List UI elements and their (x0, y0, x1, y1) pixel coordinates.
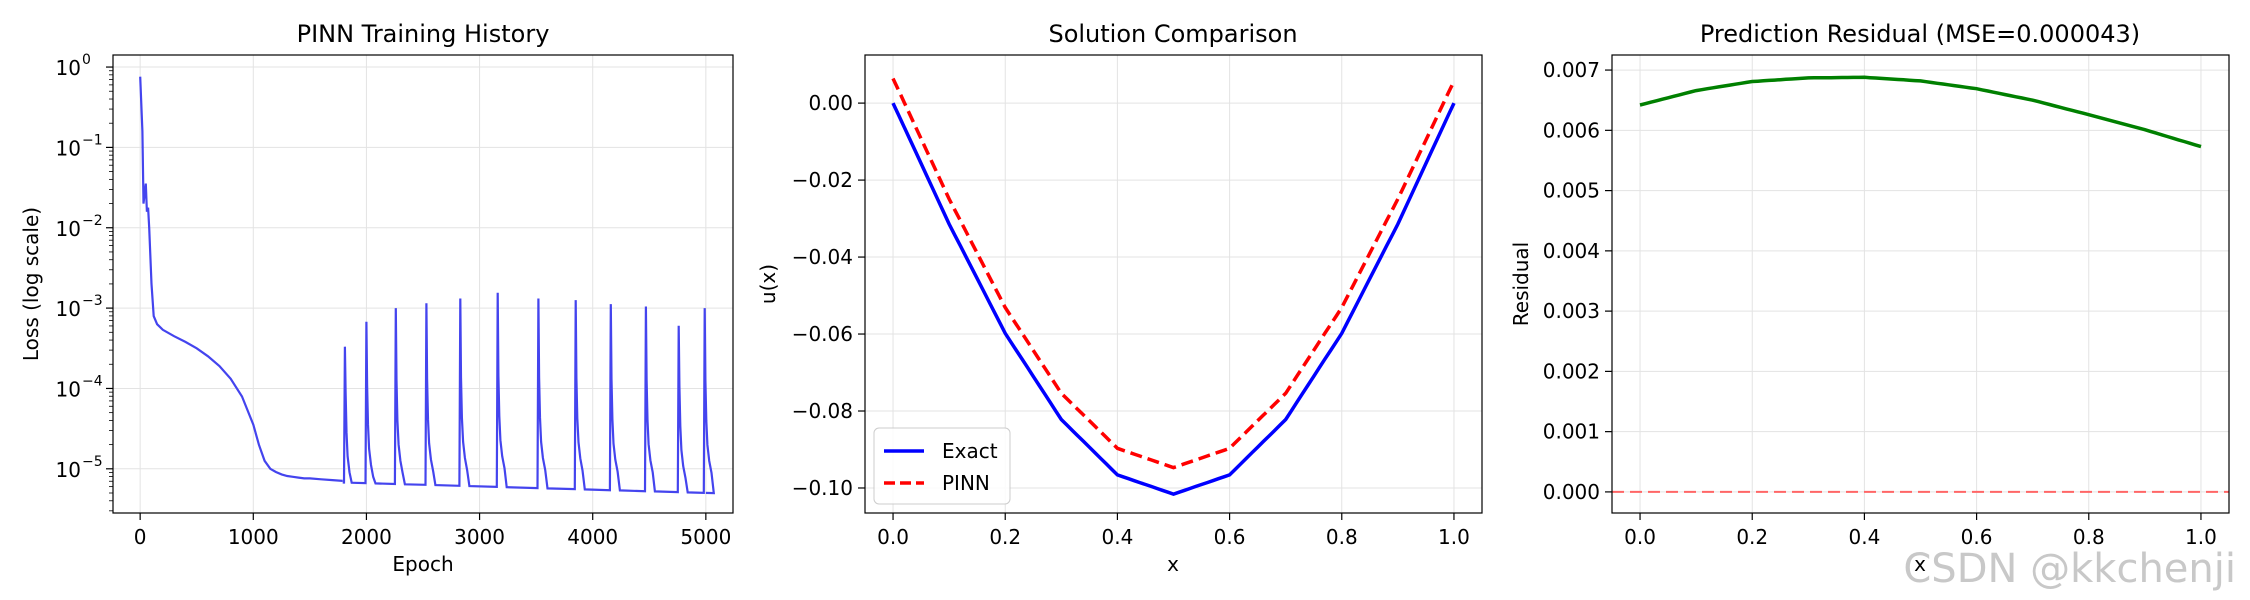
y-axis-label: Loss (log scale) (19, 207, 43, 361)
x-tick-label: 0.8 (1326, 525, 1358, 549)
x-tick-label: 0.2 (1736, 525, 1768, 549)
x-axis-label: x (1914, 552, 1926, 576)
panel-prediction-residual: 0.0 0.2 0.4 0.6 0.8 1.0 0.000 0.001 0.002 0.003 0… (1509, 20, 2230, 576)
y-tick-label: 0.001 (1543, 420, 1600, 444)
y-tick-label: 0.00 (808, 91, 853, 115)
y-tick-label: 10 (56, 377, 81, 401)
y-tick-exponent: −3 (82, 293, 103, 309)
plot-frame (864, 54, 1483, 514)
y-tick-label: −0.08 (792, 399, 853, 423)
x-tick-label: 4000 (567, 525, 618, 549)
y-tick-label: 0.006 (1543, 118, 1600, 142)
y-tick-label: −0.06 (792, 322, 853, 346)
legend-label-pinn: PINN (942, 471, 990, 495)
chart-title: Solution Comparison (1048, 20, 1297, 48)
x-tick-label: 1.0 (2185, 525, 2217, 549)
y-axis-label: Residual (1509, 242, 1533, 326)
x-axis-label: x (1167, 552, 1179, 576)
watermark: CSDN @kkchenji (1903, 546, 2236, 592)
residual-curve (1639, 75, 2202, 149)
y-tick-label: −0.02 (792, 168, 853, 192)
x-tick-label: 0.4 (1102, 525, 1134, 549)
y-tick-label: 0.003 (1543, 299, 1600, 323)
y-tick-label: 0.004 (1543, 239, 1600, 263)
y-tick-label: 0.002 (1543, 359, 1600, 383)
x-axis-label: Epoch (392, 552, 453, 576)
loss-curve (139, 76, 343, 482)
series-pinn (891, 77, 1456, 470)
x-tick-label: 1000 (228, 525, 279, 549)
x-tick-label: 0.6 (1961, 525, 1993, 549)
y-tick-label: 0.007 (1543, 58, 1600, 82)
chart-title: PINN Training History (297, 20, 550, 48)
series-exact (891, 102, 1456, 496)
x-tick-label: 0.0 (1624, 525, 1656, 549)
legend: Exact PINN (873, 427, 1011, 505)
y-tick-label: 10 (56, 297, 81, 321)
legend-label-exact: Exact (942, 439, 998, 463)
y-tick-label: −0.10 (792, 476, 853, 500)
x-tick-label: 0.0 (877, 525, 909, 549)
x-tick-label: 0.4 (1849, 525, 1881, 549)
y-tick-label: 0.005 (1543, 179, 1600, 203)
x-tick-label: 0.2 (989, 525, 1021, 549)
legend-box (873, 427, 1011, 505)
y-tick-exponent: −2 (82, 213, 103, 229)
x-tick-label: 3000 (454, 525, 505, 549)
y-tick-exponent: −5 (82, 454, 103, 470)
y-tick-exponent: −4 (82, 373, 103, 389)
y-tick-label: 10 (56, 56, 81, 80)
plot-frame (1611, 54, 2230, 514)
chart-title: Prediction Residual (MSE=0.000043) (1700, 20, 2140, 48)
loss-spikes (342, 292, 716, 495)
x-tick-label: 1.0 (1438, 525, 1470, 549)
y-tick-label: −0.04 (792, 245, 853, 269)
x-tick-label: 0.8 (2073, 525, 2105, 549)
y-tick-label: 10 (56, 217, 81, 241)
x-tick-label: 0 (134, 525, 147, 549)
y-axis-label: u(x) (756, 264, 780, 304)
y-tick-exponent: 0 (82, 52, 91, 68)
y-tick-label: 0.000 (1543, 480, 1600, 504)
y-tick-label: 10 (56, 136, 81, 160)
x-tick-label: 5000 (680, 525, 731, 549)
y-tick-label: 10 (56, 458, 81, 482)
panel-solution-comparison: 0.0 0.2 0.4 0.6 0.8 1.0 0.00 −0.02 −0.04 −0.06 −0… (756, 20, 1483, 576)
x-tick-label: 0.6 (1214, 525, 1246, 549)
x-tick-label: 2000 (341, 525, 392, 549)
y-tick-exponent: −1 (82, 132, 103, 148)
